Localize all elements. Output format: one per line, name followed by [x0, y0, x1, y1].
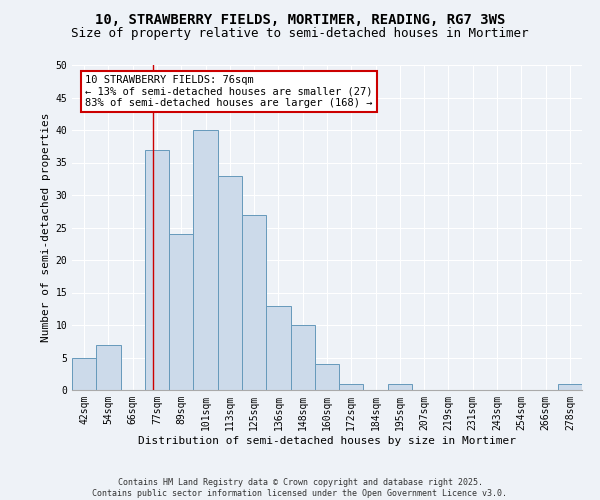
Text: 10 STRAWBERRY FIELDS: 76sqm
← 13% of semi-detached houses are smaller (27)
83% o: 10 STRAWBERRY FIELDS: 76sqm ← 13% of sem…	[85, 74, 373, 108]
Text: Contains HM Land Registry data © Crown copyright and database right 2025.
Contai: Contains HM Land Registry data © Crown c…	[92, 478, 508, 498]
Text: 10, STRAWBERRY FIELDS, MORTIMER, READING, RG7 3WS: 10, STRAWBERRY FIELDS, MORTIMER, READING…	[95, 12, 505, 26]
Bar	[315, 364, 339, 390]
Bar	[266, 306, 290, 390]
Bar	[290, 325, 315, 390]
X-axis label: Distribution of semi-detached houses by size in Mortimer: Distribution of semi-detached houses by …	[138, 436, 516, 446]
Bar	[558, 384, 582, 390]
Bar	[96, 344, 121, 390]
Bar	[72, 358, 96, 390]
Bar	[193, 130, 218, 390]
Bar	[339, 384, 364, 390]
Y-axis label: Number of semi-detached properties: Number of semi-detached properties	[41, 113, 51, 342]
Bar	[242, 214, 266, 390]
Text: Size of property relative to semi-detached houses in Mortimer: Size of property relative to semi-detach…	[71, 28, 529, 40]
Bar	[388, 384, 412, 390]
Bar	[169, 234, 193, 390]
Bar	[218, 176, 242, 390]
Bar	[145, 150, 169, 390]
